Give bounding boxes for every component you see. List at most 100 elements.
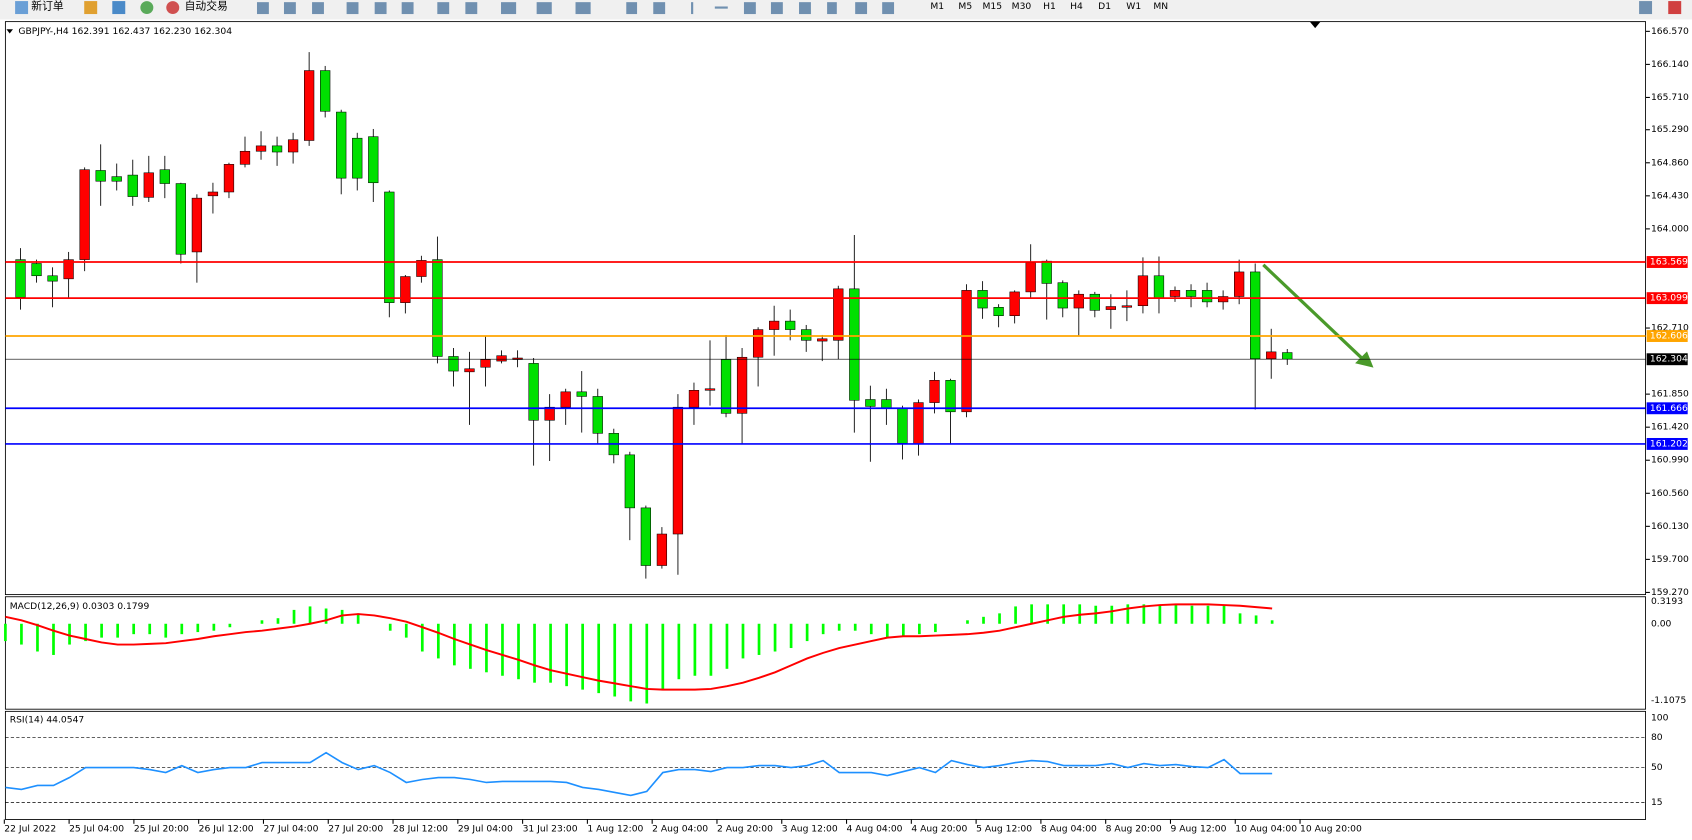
time-label: 10 Aug 20:00 <box>1300 824 1362 835</box>
main-chart <box>15 52 1293 579</box>
candle-body <box>592 396 603 434</box>
time-label: 4 Aug 20:00 <box>911 824 967 835</box>
time-label: 25 Jul 04:00 <box>69 824 124 835</box>
tool-icon[interactable] <box>653 2 666 15</box>
candle-body <box>849 288 860 401</box>
tool-icon[interactable] <box>743 2 756 15</box>
price-tick-label: 161.420 <box>1651 422 1689 433</box>
candle-body <box>416 260 427 277</box>
candle-body <box>1089 293 1100 311</box>
level-label-box <box>1646 353 1688 366</box>
candle-body <box>977 290 988 309</box>
tool-icon[interactable] <box>827 2 837 15</box>
new-order-icon[interactable] <box>15 1 29 15</box>
price-tick-label: 160.130 <box>1651 521 1689 532</box>
time-label: 3 Aug 12:00 <box>782 824 838 835</box>
tool-icon[interactable] <box>536 2 552 15</box>
tool-icon[interactable] <box>770 2 783 15</box>
timeframe-button[interactable]: H4 <box>1070 1 1083 12</box>
tool-icon[interactable] <box>283 2 296 15</box>
candle-body <box>31 263 42 277</box>
alert-icon[interactable] <box>1668 1 1682 15</box>
tool-icon[interactable] <box>256 2 269 15</box>
timeframe-button[interactable]: M5 <box>958 1 972 12</box>
timeframe-button[interactable]: H1 <box>1043 1 1056 12</box>
candle-body <box>624 454 635 509</box>
price-tick-label: 164.000 <box>1651 223 1689 234</box>
timeframe-button[interactable]: MN <box>1153 1 1168 12</box>
candle-body <box>95 170 106 182</box>
time-label: 27 Jul 04:00 <box>263 824 318 835</box>
candle-body <box>1025 262 1036 293</box>
tool-icon[interactable] <box>140 1 154 15</box>
candle-body <box>656 533 668 566</box>
candle-body <box>47 275 58 282</box>
candle-body <box>929 380 940 403</box>
search-icon[interactable] <box>1639 1 1653 15</box>
tool-icon[interactable] <box>401 2 414 15</box>
tool-icon[interactable] <box>855 2 868 15</box>
tool-icon[interactable] <box>691 2 694 15</box>
macd-tick-label: 0.3193 <box>1651 596 1683 607</box>
tool-icon[interactable] <box>799 2 811 15</box>
candle-body <box>111 176 122 182</box>
candle-body <box>528 363 539 421</box>
time-label: 26 Jul 12:00 <box>199 824 254 835</box>
tool-icon[interactable] <box>501 2 517 15</box>
tool-icon[interactable] <box>84 1 98 15</box>
tool-icon[interactable] <box>465 2 478 15</box>
timeframe-button[interactable]: W1 <box>1126 1 1141 12</box>
timeframe-button[interactable]: M30 <box>1012 1 1032 12</box>
tool-icon[interactable] <box>374 2 387 15</box>
timeframe-button[interactable]: D1 <box>1098 1 1111 12</box>
candle-body <box>368 136 379 184</box>
rsi-tick-label: 50 <box>1651 762 1663 773</box>
level-label-box <box>1646 292 1688 305</box>
candle-body <box>79 169 90 260</box>
tool-icon[interactable] <box>312 2 324 15</box>
time-label: 31 Jul 23:00 <box>523 824 578 835</box>
chart-title: GBPJPY-,H4 162.391 162.437 162.230 162.3… <box>18 26 232 37</box>
level-label: 161.202 <box>1650 438 1688 449</box>
price-tick-label: 160.990 <box>1651 455 1689 466</box>
tool-icon[interactable] <box>882 2 895 15</box>
tool-icon[interactable] <box>112 1 126 15</box>
candle-body <box>961 290 972 413</box>
candle-body <box>336 111 347 179</box>
candle-body <box>191 197 203 253</box>
candle-body <box>464 368 475 373</box>
tool-icon[interactable] <box>575 2 591 15</box>
candle-body <box>1073 293 1084 309</box>
price-tick-label: 164.860 <box>1651 157 1689 168</box>
candle-body <box>1282 352 1293 360</box>
time-label: 5 Aug 12:00 <box>976 824 1032 835</box>
auto-trading-icon[interactable] <box>166 1 180 15</box>
tool-icon[interactable] <box>437 2 450 15</box>
timeframe-button[interactable]: M15 <box>983 1 1003 12</box>
auto-trading-button[interactable]: 自动交易 <box>185 0 228 12</box>
price-tick-label: 165.290 <box>1651 124 1689 135</box>
candle-body <box>897 408 908 444</box>
price-tick-label: 161.850 <box>1651 389 1689 400</box>
price-tick-label: 165.710 <box>1651 92 1689 103</box>
candle-body <box>352 137 363 179</box>
time-label: 22 Jul 2022 <box>4 824 56 835</box>
rsi-frame <box>4 710 1647 820</box>
rsi-title: RSI(14) 44.0547 <box>10 714 85 725</box>
candle-body <box>1169 290 1181 297</box>
price-tick-label: 160.560 <box>1651 488 1689 499</box>
tool-icon[interactable] <box>626 2 638 15</box>
price-tick-label: 162.710 <box>1651 323 1689 334</box>
candle-body <box>865 399 876 407</box>
timeframe-button[interactable]: M1 <box>930 1 944 12</box>
new-order-button[interactable]: 新订单 <box>31 0 64 12</box>
candle-body <box>576 391 587 397</box>
tool-icon[interactable] <box>346 2 359 15</box>
candle-body <box>1041 260 1052 284</box>
candle-body <box>239 150 251 165</box>
candle-body <box>993 307 1004 317</box>
candle-body <box>560 391 571 408</box>
tool-icon[interactable] <box>714 6 728 9</box>
price-tick-label: 159.700 <box>1651 554 1689 565</box>
